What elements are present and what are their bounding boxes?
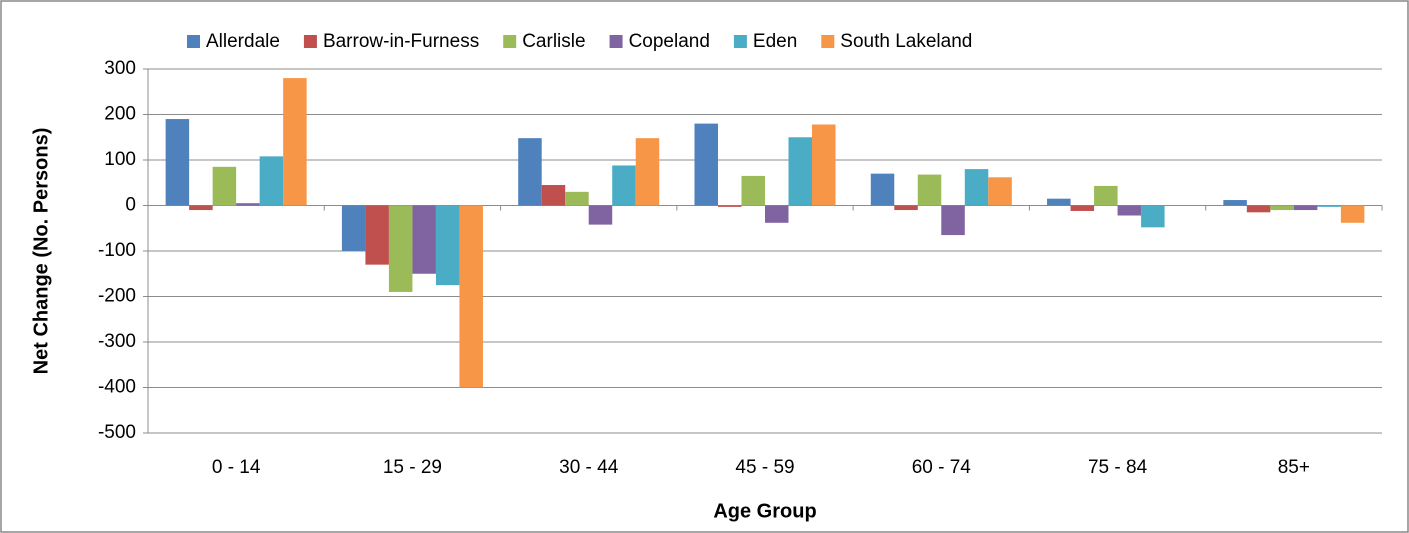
- y-tick-label: -100: [98, 240, 136, 261]
- bar: [365, 205, 389, 265]
- bar: [588, 205, 613, 225]
- x-tick-label: 60 - 74: [912, 457, 972, 478]
- x-tick-label: 0 - 14: [212, 457, 261, 478]
- y-tick-label: 300: [104, 58, 136, 79]
- bar: [765, 205, 789, 223]
- legend-label: Carlisle: [522, 31, 585, 52]
- y-tick-label: 100: [104, 149, 136, 170]
- x-tick-label: 30 - 44: [559, 457, 619, 478]
- legend-label: Barrow-in-Furness: [323, 31, 479, 52]
- y-tick-label: -300: [98, 331, 136, 352]
- bar: [1223, 200, 1247, 206]
- legend-swatch: [503, 35, 517, 48]
- bar: [812, 124, 836, 206]
- bar: [717, 205, 742, 207]
- bar: [236, 203, 260, 206]
- bar: [694, 123, 718, 206]
- bar: [412, 205, 436, 274]
- y-axis-label: Net Change (No. Persons): [30, 128, 52, 375]
- legend-swatch: [821, 35, 835, 48]
- bar: [388, 205, 413, 292]
- bar: [1141, 205, 1165, 228]
- bar: [894, 205, 918, 211]
- x-tick-label: 15 - 29: [383, 457, 442, 478]
- x-tick-label: 75 - 84: [1088, 457, 1148, 478]
- bar: [189, 205, 213, 211]
- bar: [964, 169, 989, 206]
- legend-swatch: [187, 35, 200, 48]
- bar: [917, 174, 942, 206]
- bar: [1340, 205, 1365, 223]
- bar: [565, 191, 589, 206]
- legend-swatch: [609, 35, 623, 48]
- y-tick-label: -400: [98, 377, 136, 398]
- bar: [212, 166, 237, 206]
- y-tick-label: -500: [98, 422, 136, 443]
- bar: [635, 138, 660, 206]
- bar: [988, 177, 1012, 206]
- legend-label: Copeland: [629, 31, 710, 52]
- bar: [518, 138, 542, 206]
- bar: [1094, 185, 1118, 206]
- legend-label: Allerdale: [206, 31, 280, 52]
- legend-label: Eden: [753, 31, 797, 52]
- bar: [1047, 198, 1071, 206]
- bar: [870, 173, 895, 206]
- bar: [1317, 205, 1341, 207]
- bar: [1293, 205, 1318, 211]
- x-axis-label: Age Group: [713, 500, 816, 522]
- bar: [435, 205, 460, 286]
- bar: [941, 205, 965, 236]
- bar: [612, 165, 636, 206]
- bar: [459, 205, 483, 388]
- bar: [1246, 205, 1271, 213]
- y-tick-label: 0: [125, 195, 136, 216]
- x-tick-label: 85+: [1278, 457, 1310, 478]
- legend-swatch: [733, 35, 747, 48]
- bar: [283, 78, 307, 206]
- bar: [1270, 205, 1294, 211]
- bar: [541, 185, 566, 206]
- bar: [341, 205, 366, 251]
- bar: [165, 119, 190, 206]
- x-tick-label: 45 - 59: [735, 457, 794, 478]
- y-tick-label: -200: [98, 286, 136, 307]
- bar: [1070, 205, 1095, 211]
- legend-label: South Lakeland: [840, 31, 972, 52]
- bar: [741, 175, 765, 206]
- bar: [788, 137, 813, 206]
- bar: [259, 156, 284, 206]
- y-tick-label: 200: [104, 104, 136, 125]
- legend-swatch: [303, 35, 317, 48]
- bar: [1117, 205, 1142, 216]
